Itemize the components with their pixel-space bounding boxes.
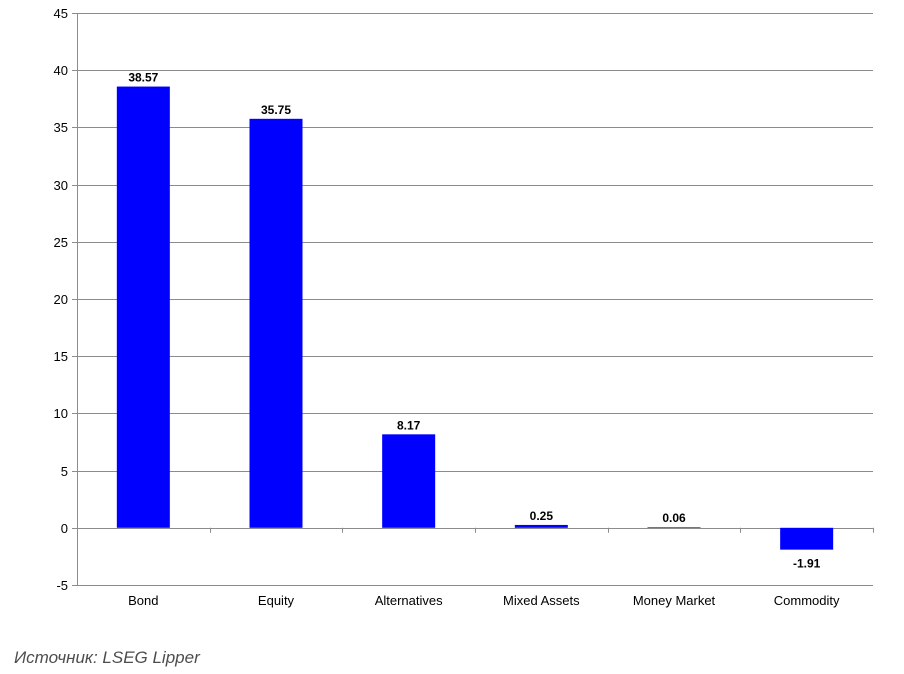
y-tick-label: 5 xyxy=(61,464,68,479)
x-tick-label: Mixed Assets xyxy=(503,593,580,608)
bar xyxy=(780,527,834,550)
y-tick-label: 45 xyxy=(54,6,68,21)
gridlines xyxy=(77,13,873,586)
x-tick-label: Bond xyxy=(128,593,158,608)
y-tick-label: 35 xyxy=(54,120,68,135)
bar xyxy=(382,434,436,528)
bar xyxy=(116,86,170,528)
bar xyxy=(647,527,701,528)
y-tick-label: 20 xyxy=(54,292,68,307)
y-tick-label: 10 xyxy=(54,406,68,421)
y-tick-label: 40 xyxy=(54,63,68,78)
data-label: 0.25 xyxy=(530,509,554,523)
y-tick-label: 25 xyxy=(54,235,68,250)
source-note: Источник: LSEG Lipper xyxy=(14,648,200,667)
axes xyxy=(72,13,874,586)
y-tick-label: 30 xyxy=(54,178,68,193)
bars xyxy=(116,86,834,550)
y-tick-label: -5 xyxy=(56,578,68,593)
x-tick-label: Alternatives xyxy=(375,593,443,608)
bar xyxy=(514,524,568,528)
bar xyxy=(249,118,303,528)
x-tick-label: Money Market xyxy=(633,593,716,608)
x-tick-label: Commodity xyxy=(774,593,840,608)
data-label: 35.75 xyxy=(261,103,291,117)
x-tick-label: Equity xyxy=(258,593,295,608)
labels: -5 0 5 10 15 20 25 30 35 40 45 38.57 Bond 35.75 Equity… xyxy=(54,6,840,608)
data-label: 8.17 xyxy=(397,418,421,432)
y-tick-label: 15 xyxy=(54,349,68,364)
data-label: 38.57 xyxy=(128,71,158,85)
data-label: -1.91 xyxy=(793,557,821,571)
data-label: 0.06 xyxy=(662,511,686,525)
y-tick-label: 0 xyxy=(61,521,68,536)
